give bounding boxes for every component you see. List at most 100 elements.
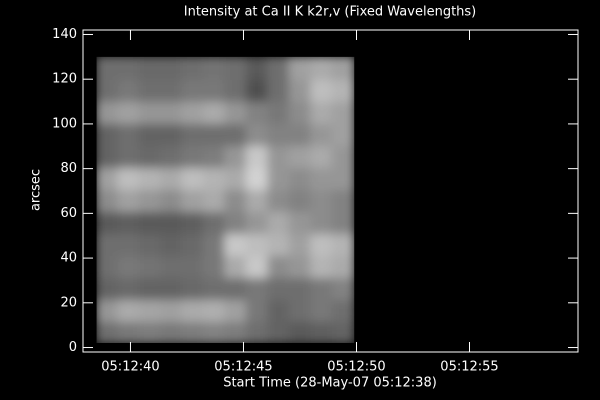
heat-cell [138, 298, 162, 323]
heat-cell [331, 231, 355, 256]
heat-cell [245, 56, 270, 80]
heat-cell [331, 77, 355, 102]
heat-cell [96, 209, 120, 234]
heat-cell [159, 231, 184, 256]
heat-cell [224, 99, 248, 124]
heat-cell [181, 121, 205, 146]
heat-cell [159, 121, 184, 146]
heat-cell [96, 276, 120, 301]
y-tick-label: 0 [69, 340, 77, 355]
heat-cell [288, 187, 313, 212]
heat-cell [331, 253, 355, 279]
heat-cell [96, 298, 120, 323]
y-tick-label: 60 [60, 206, 77, 221]
y-tick-label: 80 [60, 161, 77, 176]
heat-cell [96, 143, 120, 168]
heat-cell [117, 276, 141, 301]
heat-cell [138, 320, 162, 344]
heat-cell [245, 165, 270, 190]
heat-cell [117, 121, 141, 146]
heat-cell [245, 77, 270, 102]
heat-cell [310, 231, 334, 256]
y-tick-label: 40 [60, 251, 77, 266]
heat-cell [181, 320, 205, 344]
heat-cell [310, 77, 334, 102]
heat-cell [159, 187, 184, 212]
heat-cell [96, 165, 120, 190]
heat-cell [159, 143, 184, 168]
heat-cell [117, 165, 141, 190]
heat-cell [288, 253, 313, 279]
heat-cell [310, 276, 334, 301]
heat-cell [138, 143, 162, 168]
heat-cell [181, 77, 205, 102]
heat-cell [138, 187, 162, 212]
heat-cell [96, 77, 120, 102]
heat-cell [288, 77, 313, 102]
heat-cell [202, 143, 227, 168]
x-tick-label: 05:12:55 [440, 360, 498, 375]
heat-cell [310, 298, 334, 323]
image [96, 56, 355, 344]
heat-cell [224, 56, 248, 80]
heat-cell [267, 77, 291, 102]
heat-cell [267, 187, 291, 212]
heat-cell [138, 77, 162, 102]
heat-cell [181, 231, 205, 256]
heat-cell [288, 320, 313, 344]
x-tick-label: 05:12:50 [327, 360, 385, 375]
heat-cell [181, 276, 205, 301]
heat-cell [202, 298, 227, 323]
heat-cell [181, 143, 205, 168]
heat-cell [159, 56, 184, 80]
image-cells [96, 56, 355, 344]
heat-cell [224, 231, 248, 256]
heat-cell [138, 276, 162, 301]
heat-cell [224, 143, 248, 168]
heat-cell [159, 276, 184, 301]
heat-cell [138, 165, 162, 190]
heat-cell [331, 165, 355, 190]
heat-cell [310, 99, 334, 124]
heat-cell [202, 231, 227, 256]
heat-cell [181, 209, 205, 234]
heat-cell [202, 276, 227, 301]
heat-cell [267, 298, 291, 323]
heat-cell [117, 56, 141, 80]
heat-cell [310, 143, 334, 168]
heat-cell [267, 143, 291, 168]
heat-cell [224, 253, 248, 279]
heat-cell [117, 320, 141, 344]
heat-cell [224, 77, 248, 102]
y-tick-label: 120 [52, 72, 77, 87]
heat-cell [96, 56, 120, 80]
heat-cell [202, 187, 227, 212]
heat-cell [96, 231, 120, 256]
heat-cell [117, 209, 141, 234]
heat-cell [331, 56, 355, 80]
heat-cell [331, 320, 355, 344]
heat-cell [159, 298, 184, 323]
heat-cell [202, 320, 227, 344]
heat-cell [267, 209, 291, 234]
x-axis-label: Start Time (28-May-07 05:12:38) [223, 376, 437, 391]
heat-cell [96, 99, 120, 124]
heat-cell [288, 143, 313, 168]
heat-cell [202, 99, 227, 124]
heat-cell [288, 231, 313, 256]
y-tick-label: 140 [52, 27, 77, 42]
heat-cell [267, 320, 291, 344]
heat-cell [245, 99, 270, 124]
heat-cell [224, 320, 248, 344]
heat-cell [117, 143, 141, 168]
heat-cell [96, 187, 120, 212]
heat-cell [181, 253, 205, 279]
heat-cell [117, 253, 141, 279]
x-tick-label: 05:12:45 [214, 360, 272, 375]
heat-cell [138, 231, 162, 256]
heat-cell [245, 187, 270, 212]
heat-cell [181, 99, 205, 124]
heat-cell [181, 165, 205, 190]
heat-cell [117, 187, 141, 212]
